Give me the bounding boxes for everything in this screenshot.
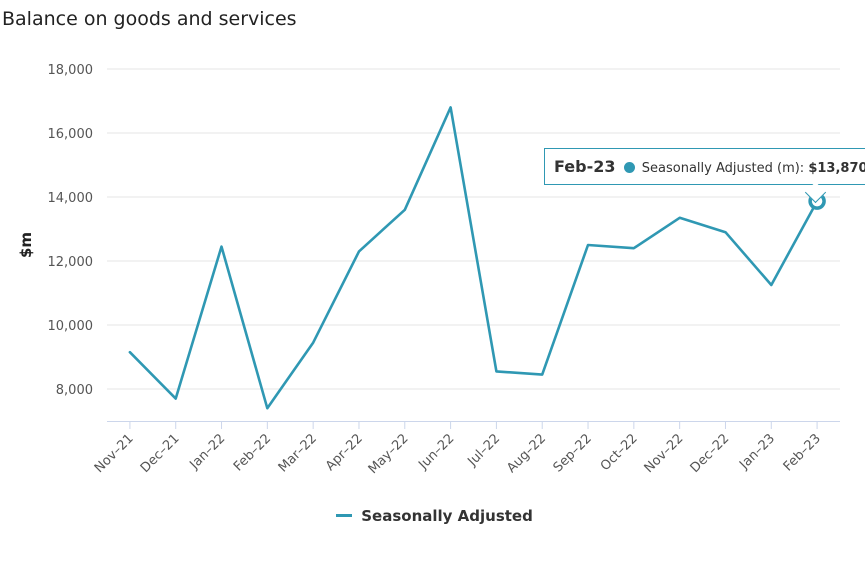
- x-tick-label-3: Feb–22: [231, 431, 274, 474]
- series-line-0: [128, 106, 819, 410]
- x-tick-label-4: Mar–22: [276, 431, 320, 475]
- x-tick-label-0: Nov–21: [92, 431, 137, 476]
- tooltip-value: $13,870: [808, 161, 865, 176]
- y-tick-label-8000: 8,000: [56, 383, 93, 398]
- x-tick-label-1: Dec–21: [138, 431, 183, 476]
- data-tooltip: Feb-23 Seasonally Adjusted (m): $13,870: [544, 148, 865, 185]
- legend-swatch-icon: [336, 514, 352, 517]
- x-tick-label-13: Dec–22: [688, 431, 733, 476]
- x-tick-label-5: Apr–22: [323, 431, 366, 474]
- x-tick-label-7: Jun–22: [415, 431, 457, 473]
- tooltip-series-label: Seasonally Adjusted (m):: [641, 161, 805, 176]
- chart-title: Balance on goods and services: [2, 8, 297, 30]
- x-tick-label-12: Nov–22: [642, 431, 687, 476]
- x-tick-label-10: Sep–22: [551, 431, 595, 475]
- y-tick-label-14000: 14,000: [48, 191, 94, 206]
- y-tick-label-18000: 18,000: [48, 63, 94, 78]
- x-tick-label-14: Jan–23: [736, 431, 778, 473]
- x-tick-label-9: Aug–22: [504, 431, 549, 476]
- y-tick-label-16000: 16,000: [48, 127, 94, 142]
- x-tick-label-8: Jul–22: [465, 431, 504, 470]
- y-tick-label-10000: 10,000: [48, 319, 94, 334]
- y-tick-label-12000: 12,000: [48, 255, 94, 270]
- tooltip-category: Feb-23: [554, 157, 616, 176]
- tooltip-series-dot-icon: [623, 162, 635, 173]
- y-axis-label: $m: [17, 232, 35, 258]
- x-tick-label-2: Jan–22: [187, 431, 229, 473]
- legend-label-seasonally-adjusted[interactable]: Seasonally Adjusted: [361, 507, 533, 525]
- legend[interactable]: Seasonally Adjusted: [336, 507, 533, 525]
- x-tick-label-15: Feb–23: [781, 431, 824, 474]
- x-tick-label-6: May–22: [366, 431, 412, 477]
- x-tick-label-11: Oct–22: [598, 431, 641, 474]
